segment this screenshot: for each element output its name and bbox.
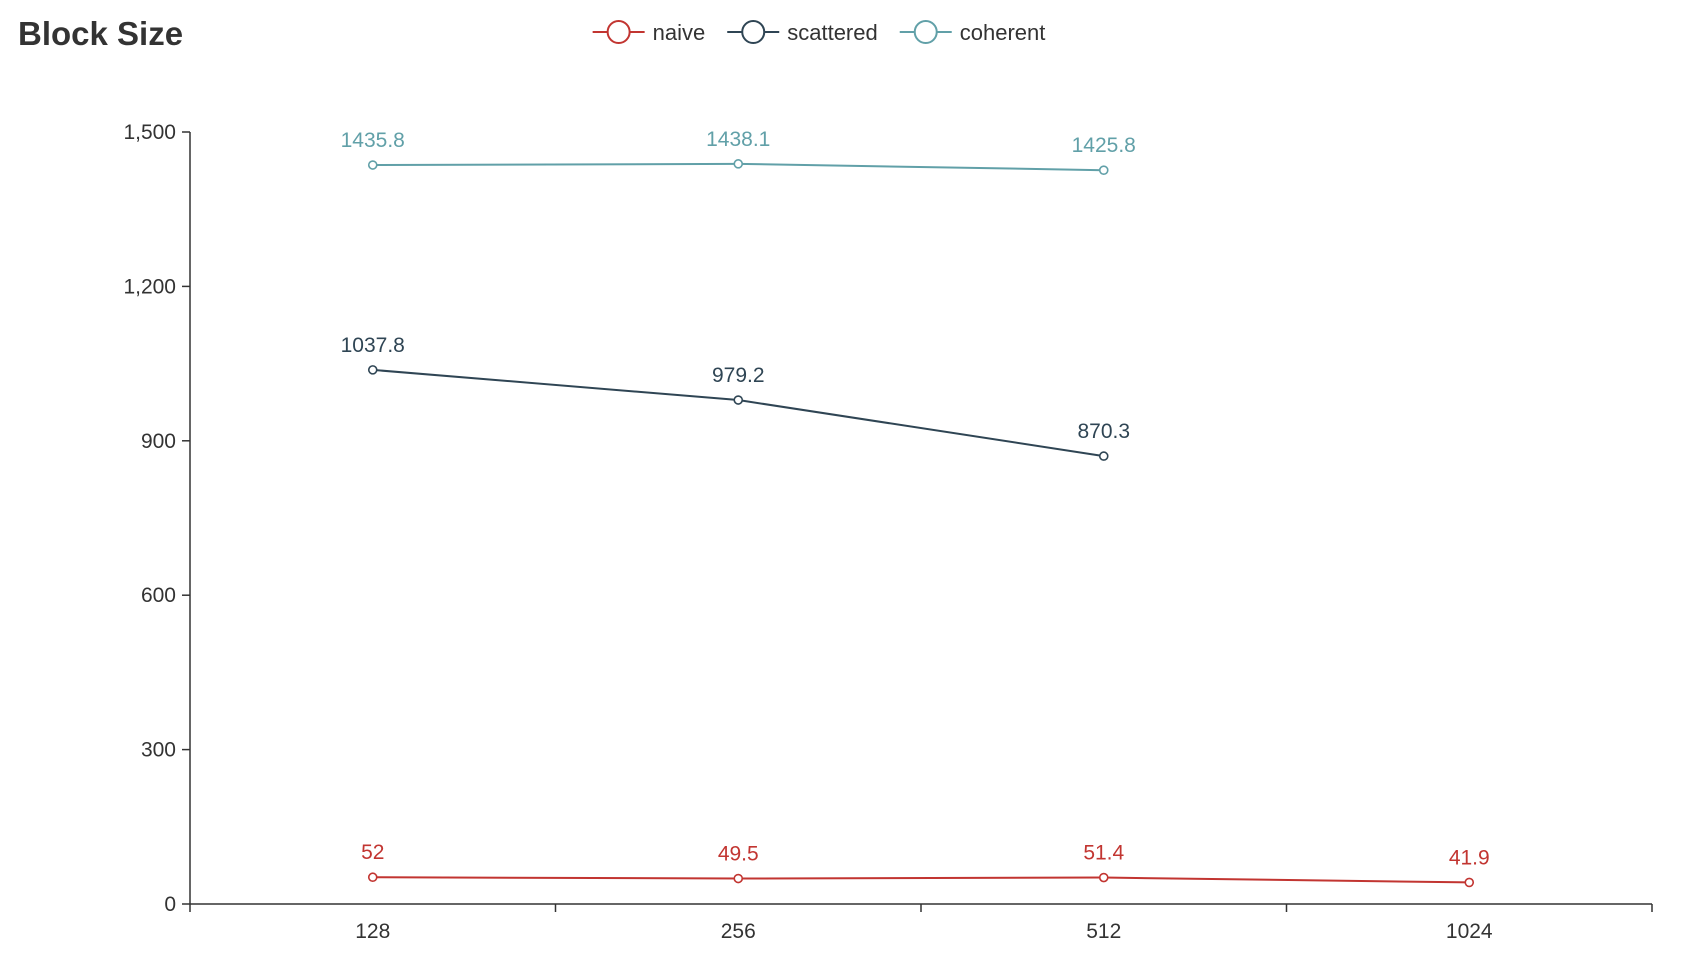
legend[interactable]: naive scattered coherent: [592, 20, 1046, 45]
data-label: 1425.8: [1072, 134, 1136, 157]
data-point[interactable]: [1098, 872, 1109, 883]
data-label: 979.2: [712, 364, 765, 387]
legend-item-coherent[interactable]: coherent: [899, 20, 1046, 45]
data-label: 41.9: [1449, 846, 1490, 869]
x-tick-label: 512: [1086, 920, 1121, 943]
legend-label: coherent: [960, 20, 1046, 45]
series-naive: 52 49.5 51.4 41.9: [361, 841, 1490, 888]
legend-item-naive[interactable]: naive: [592, 20, 706, 45]
legend-item-scattered[interactable]: scattered: [727, 20, 878, 45]
data-label: 52: [361, 841, 384, 864]
data-point[interactable]: [367, 365, 378, 375]
series-coherent: 1435.8 1438.1 1425.8: [341, 128, 1136, 175]
y-tick-label: 1,500: [123, 121, 176, 144]
legend-circle-icon: [913, 20, 938, 44]
y-tick-label: 300: [141, 739, 176, 762]
y-tick-label: 600: [141, 584, 176, 607]
legend-circle-icon: [606, 20, 631, 44]
data-label: 1037.8: [341, 334, 405, 357]
data-label: 1435.8: [341, 129, 405, 152]
series-scattered: 1037.8 979.2 870.3: [341, 334, 1130, 461]
legend-label: naive: [653, 20, 706, 45]
data-point[interactable]: [733, 873, 744, 884]
series-line-naive: [372, 876, 1470, 884]
data-point[interactable]: [1098, 165, 1109, 175]
y-tick-label: 1,200: [123, 275, 176, 298]
data-point[interactable]: [1464, 877, 1475, 888]
data-label: 870.3: [1077, 420, 1130, 443]
y-tick-label: 900: [141, 430, 176, 453]
data-label: 1438.1: [706, 128, 770, 151]
data-point[interactable]: [733, 395, 744, 405]
data-point[interactable]: [733, 159, 744, 169]
x-tick-label: 256: [721, 920, 756, 943]
legend-circle-icon: [741, 20, 766, 44]
data-label: 49.5: [718, 843, 759, 866]
data-point[interactable]: [367, 872, 378, 883]
x-tick-label: 128: [355, 920, 390, 943]
x-tick-label: 1024: [1446, 920, 1493, 943]
chart-title: Block Size: [18, 15, 184, 52]
data-label: 51.4: [1083, 842, 1124, 865]
y-tick-label: 0: [164, 893, 176, 916]
data-point[interactable]: [1098, 451, 1109, 461]
data-point[interactable]: [367, 160, 378, 170]
series-layer: 52 49.5 51.4 41.9 1037.8 979.2 870.3 1435.8 1438…: [341, 128, 1490, 888]
legend-label: scattered: [787, 20, 878, 45]
axes: 0 300 600 900 1,200 1,500 128 256 512 1024: [123, 121, 1653, 943]
